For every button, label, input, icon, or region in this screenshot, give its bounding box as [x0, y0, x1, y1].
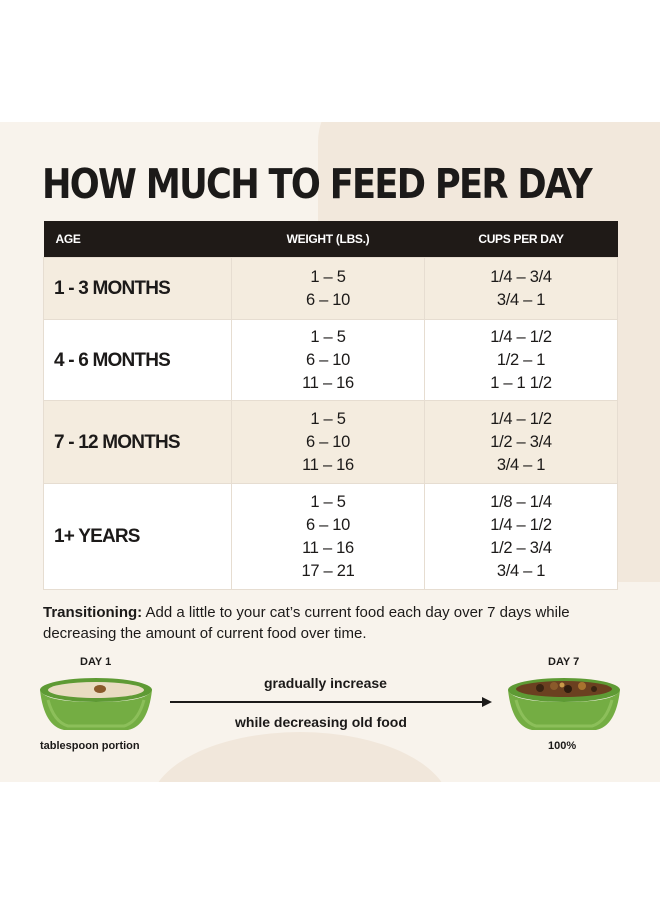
cups-cell: 1/8 – 1/4 1/4 – 1/2 1/2 – 3/4 3/4 – 1 [424, 483, 618, 590]
column-header-cups: CUPS PER DAY [424, 221, 618, 258]
transition-label: Transitioning: [43, 604, 143, 621]
cups-cell: 1/4 – 1/2 1/2 – 3/4 3/4 – 1 [424, 400, 618, 484]
cups-value: 3/4 – 1 [496, 455, 546, 474]
weight-value: 1 – 5 [310, 327, 346, 346]
cups-value: 1/2 – 3/4 [490, 432, 552, 451]
cups-value: 1/4 – 3/4 [490, 267, 552, 286]
weight-cell: 1 – 5 6 – 10 [231, 257, 425, 320]
cups-value: 1 – 1 1/2 [490, 373, 552, 392]
weight-value: 6 – 10 [305, 432, 351, 451]
food-bowl-icon [508, 678, 620, 730]
cups-value: 1/2 – 1 [496, 350, 546, 369]
weight-value: 6 – 10 [305, 350, 351, 369]
table-header-row: AGE WEIGHT (LBS.) CUPS PER DAY [43, 221, 618, 258]
day-7-label: DAY 7 [548, 656, 580, 668]
feeding-table: AGE WEIGHT (LBS.) CUPS PER DAY 1 - 3 MON… [43, 221, 618, 590]
transition-text: Add a little to your cat’s current food … [43, 604, 570, 642]
cups-cell: 1/4 – 1/2 1/2 – 1 1 – 1 1/2 [424, 319, 618, 401]
weight-value: 11 – 16 [302, 373, 354, 392]
weight-value: 1 – 5 [310, 409, 346, 428]
weight-cell: 1 – 5 6 – 10 11 – 16 [231, 400, 425, 484]
cups-value: 1/4 – 1/2 [490, 409, 552, 428]
cups-value: 1/4 – 1/2 [490, 327, 552, 346]
cups-cell: 1/4 – 3/4 3/4 – 1 [424, 257, 618, 320]
cups-value: 1/8 – 1/4 [490, 492, 552, 511]
age-cell: 1+ YEARS [43, 483, 232, 590]
column-header-age: AGE [43, 221, 232, 258]
age-cell: 1 - 3 MONTHS [43, 257, 232, 320]
weight-value: 17 – 21 [301, 561, 355, 580]
weight-cell: 1 – 5 6 – 10 11 – 16 17 – 21 [231, 483, 425, 590]
day-1-label: DAY 1 [80, 656, 112, 668]
table-row: 7 - 12 MONTHS 1 – 5 6 – 10 11 – 16 1/4 –… [43, 400, 618, 484]
age-cell: 4 - 6 MONTHS [43, 319, 232, 401]
cups-value: 3/4 – 1 [496, 561, 546, 580]
arrow-label-bottom: while decreasing old food [235, 714, 407, 730]
arrow-label-top: gradually increase [264, 675, 387, 691]
food-bowl-icon [40, 678, 152, 730]
weight-cell: 1 – 5 6 – 10 11 – 16 [231, 319, 425, 401]
day-1-caption: tablespoon portion [40, 740, 140, 752]
arrow-right-icon [170, 697, 492, 707]
weight-value: 11 – 16 [302, 455, 354, 474]
transition-note: Transitioning: Add a little to your cat’… [43, 602, 623, 644]
table-row: 1 - 3 MONTHS 1 – 5 6 – 10 1/4 – 3/4 3/4 … [43, 257, 618, 320]
weight-value: 1 – 5 [310, 492, 346, 511]
day-7-caption: 100% [548, 740, 577, 752]
weight-value: 6 – 10 [305, 515, 351, 534]
column-header-weight: WEIGHT (LBS.) [231, 221, 425, 258]
weight-value: 6 – 10 [305, 290, 351, 309]
table-row: 1+ YEARS 1 – 5 6 – 10 11 – 16 17 – 21 1/… [43, 483, 618, 590]
cups-value: 1/2 – 3/4 [490, 538, 552, 557]
weight-value: 11 – 16 [302, 538, 354, 557]
cups-value: 3/4 – 1 [496, 290, 546, 309]
weight-value: 1 – 5 [310, 267, 346, 286]
cups-value: 1/4 – 1/2 [490, 515, 552, 534]
table-row: 4 - 6 MONTHS 1 – 5 6 – 10 11 – 16 1/4 – … [43, 319, 618, 401]
age-cell: 7 - 12 MONTHS [43, 400, 232, 484]
page-title: HOW MUCH TO FEED PER DAY [42, 160, 593, 208]
decorative-shape [150, 732, 450, 782]
